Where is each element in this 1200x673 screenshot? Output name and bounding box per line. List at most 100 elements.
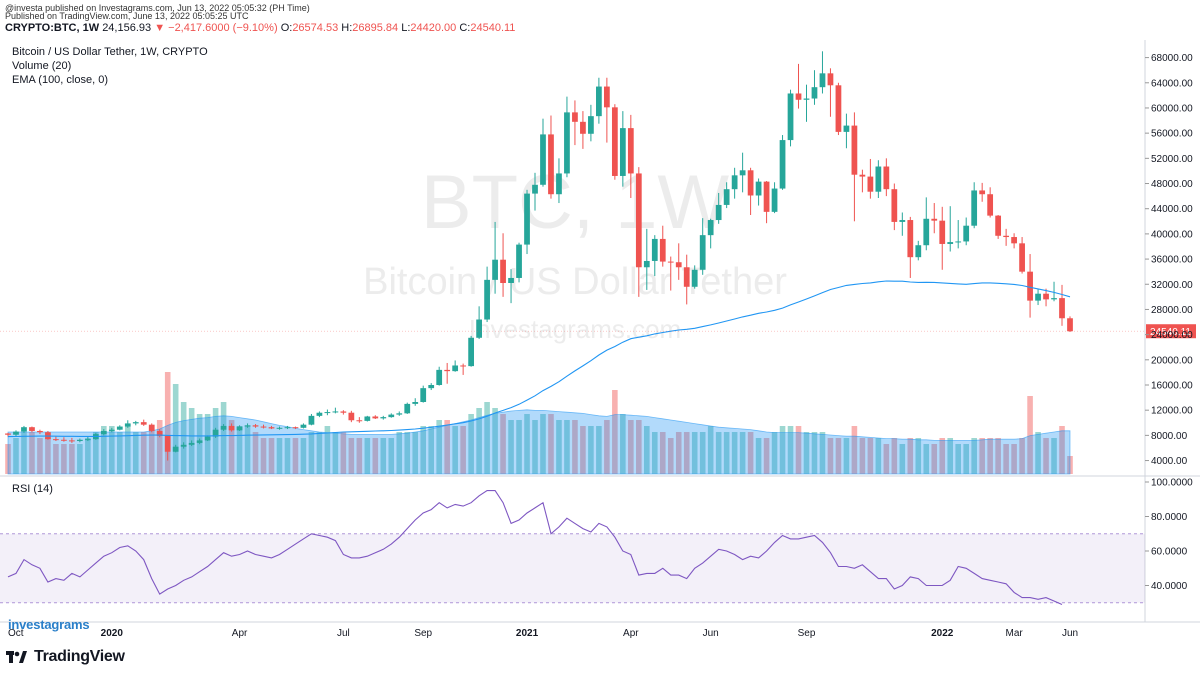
candle <box>891 183 898 231</box>
volume-bar <box>540 414 546 474</box>
volume-bar <box>53 444 59 474</box>
candle <box>316 411 323 418</box>
candle <box>508 269 514 304</box>
candle <box>795 63 802 109</box>
candle <box>84 436 91 442</box>
candle <box>444 362 451 384</box>
candle <box>156 429 163 438</box>
rsi-legend[interactable]: RSI (14) <box>12 483 53 495</box>
candle-body <box>13 431 19 435</box>
volume-bar <box>1011 444 1017 474</box>
candle-body <box>5 433 11 435</box>
volume-bar <box>891 438 898 474</box>
volume-bar <box>228 420 235 474</box>
symbol-name[interactable]: CRYPTO:BTC, 1W <box>5 22 100 34</box>
volume-bar <box>124 426 131 474</box>
ema-line-group <box>7 280 1071 438</box>
volume-bar <box>795 426 802 474</box>
candle <box>731 167 738 199</box>
candle-body <box>412 402 419 404</box>
candle <box>300 423 307 429</box>
open-label: O: <box>280 22 293 34</box>
volume-bar <box>723 432 730 474</box>
candle <box>76 438 83 443</box>
candle <box>45 430 51 440</box>
candle-body <box>212 429 219 437</box>
candle-body <box>915 245 922 258</box>
time-tick-label: Apr <box>232 628 248 639</box>
volume-bar <box>468 414 474 474</box>
down-arrow-icon: ▼ <box>154 22 166 34</box>
candle <box>53 436 59 442</box>
time-tick-label: 2020 <box>101 628 124 639</box>
candle <box>228 423 235 432</box>
price-tick-label: 16000.00 <box>1151 381 1193 392</box>
volume-bar <box>45 438 51 474</box>
candle-body <box>516 244 522 278</box>
candle-body <box>675 262 682 268</box>
candle-body <box>108 429 115 431</box>
candle-body <box>691 269 698 287</box>
candle <box>923 197 930 251</box>
volume-bar <box>644 426 650 474</box>
candle <box>995 215 1002 239</box>
candle <box>851 112 858 222</box>
volume-bar <box>260 438 267 474</box>
candle-body <box>1035 293 1041 301</box>
volume-bar <box>212 408 219 474</box>
tradingview-logo-icon <box>6 650 28 664</box>
candlestick-series[interactable] <box>5 51 1073 461</box>
candle <box>1003 228 1009 246</box>
candle <box>540 118 546 187</box>
ema-legend[interactable]: EMA (100, close, 0) <box>12 74 108 86</box>
price-tick-label: 36000.00 <box>1151 255 1193 266</box>
candle <box>627 114 634 198</box>
candle-body <box>875 166 882 192</box>
candle-body <box>396 413 403 415</box>
candle <box>811 70 818 105</box>
candle <box>476 306 482 340</box>
publisher-line-1: @investa published on Investagrams.com, … <box>5 3 310 13</box>
volume-legend[interactable]: Volume (20) <box>12 60 72 72</box>
candle-body <box>787 93 794 141</box>
volume-bar <box>324 426 331 474</box>
volume-bar <box>731 432 738 474</box>
volume-bar <box>1059 426 1065 474</box>
rsi-line-group <box>7 490 1063 606</box>
candle-body <box>755 181 762 196</box>
volume-bar <box>859 438 866 474</box>
candle-body <box>771 188 778 212</box>
candle-body <box>132 422 139 424</box>
candle-body <box>603 86 610 108</box>
volume-bar <box>939 438 946 474</box>
time-tick-label: 2022 <box>931 628 954 639</box>
volume-bar <box>739 432 746 474</box>
candle <box>971 182 978 229</box>
symbol-header: CRYPTO:BTC, 1W 24,156.93 ▼ −2,417.6000 (… <box>5 22 515 34</box>
candle-body <box>404 403 411 414</box>
candle <box>324 409 331 416</box>
candle <box>164 435 171 461</box>
price-tick-label: 60000.00 <box>1151 103 1193 114</box>
candle <box>1011 233 1017 249</box>
volume-bar <box>1019 438 1025 474</box>
volume-bar <box>180 402 187 474</box>
candle <box>659 225 666 267</box>
candle <box>548 115 554 199</box>
candle-body <box>1027 271 1033 301</box>
candle-body <box>228 425 235 431</box>
candle <box>596 77 602 124</box>
candle <box>244 423 251 428</box>
volume-bar <box>915 438 922 474</box>
candle-body <box>124 423 131 427</box>
volume-bar <box>13 438 19 474</box>
candle-body <box>699 235 706 270</box>
rsi-band-fill <box>0 533 1145 603</box>
candle <box>516 242 522 283</box>
candle-body <box>492 259 498 280</box>
time-tick-label: Jun <box>703 628 719 639</box>
candle-body <box>683 267 690 287</box>
candle <box>827 68 834 117</box>
candle <box>556 158 562 204</box>
